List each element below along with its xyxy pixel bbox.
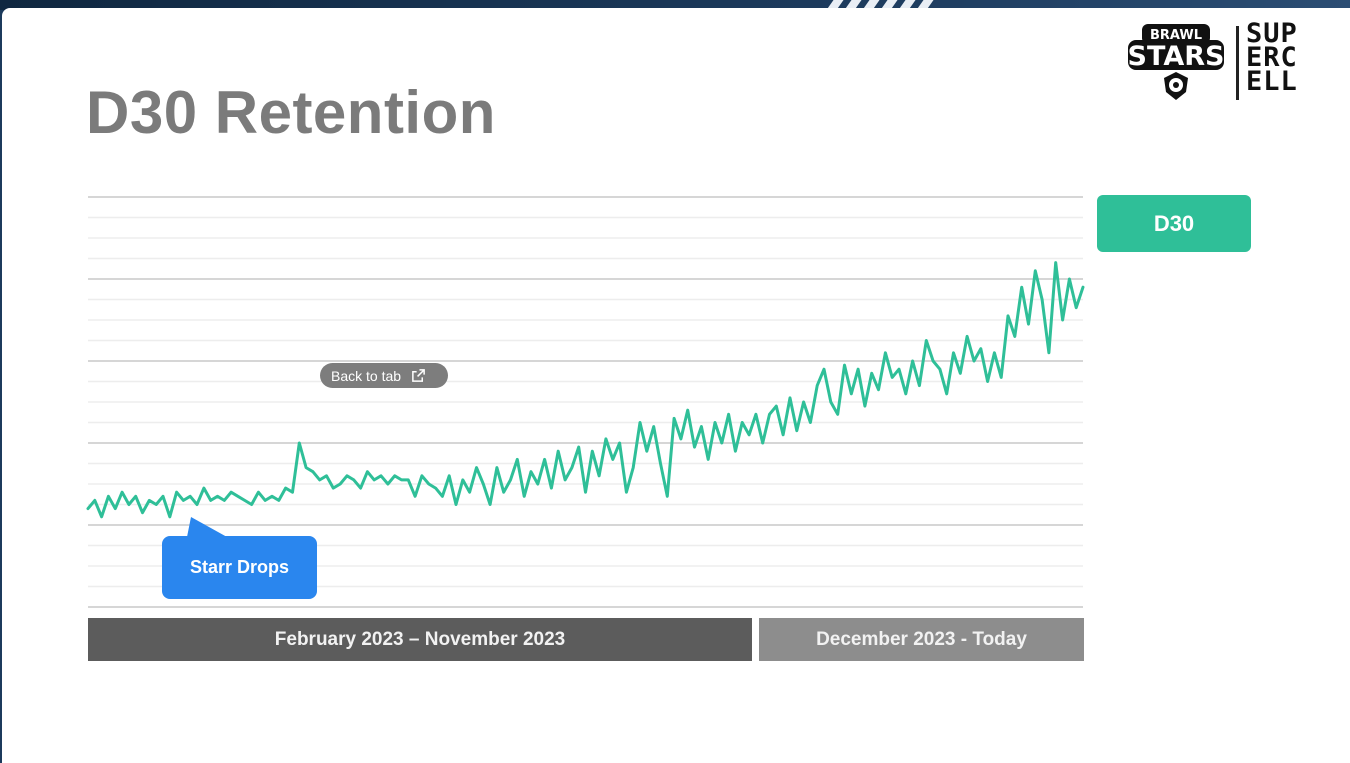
window-top-band [0,0,1350,10]
slide-title: D30 Retention [86,79,496,146]
callout-pointer [187,517,227,537]
legend-d30-badge[interactable]: D30 [1097,195,1251,252]
period-bar-dec-2023-today: December 2023 - Today [759,618,1084,661]
brawl-stars-logo: BRAWL STARS [1128,24,1225,100]
starr-drops-callout: Starr Drops [162,536,317,599]
svg-text:BRAWL: BRAWL [1150,28,1202,43]
svg-text:STARS: STARS [1128,41,1225,72]
external-link-icon [412,369,425,382]
brand-logos: BRAWL STARS SUP ERC ELL [1126,18,1346,102]
back-to-tab-button[interactable]: Back to tab [320,363,448,388]
period-bar-feb-nov-2023: February 2023 – November 2023 [88,618,752,661]
logo-divider [1236,26,1239,100]
supercell-logo: SUP ERC ELL [1246,18,1298,97]
back-to-tab-label: Back to tab [331,367,402,384]
